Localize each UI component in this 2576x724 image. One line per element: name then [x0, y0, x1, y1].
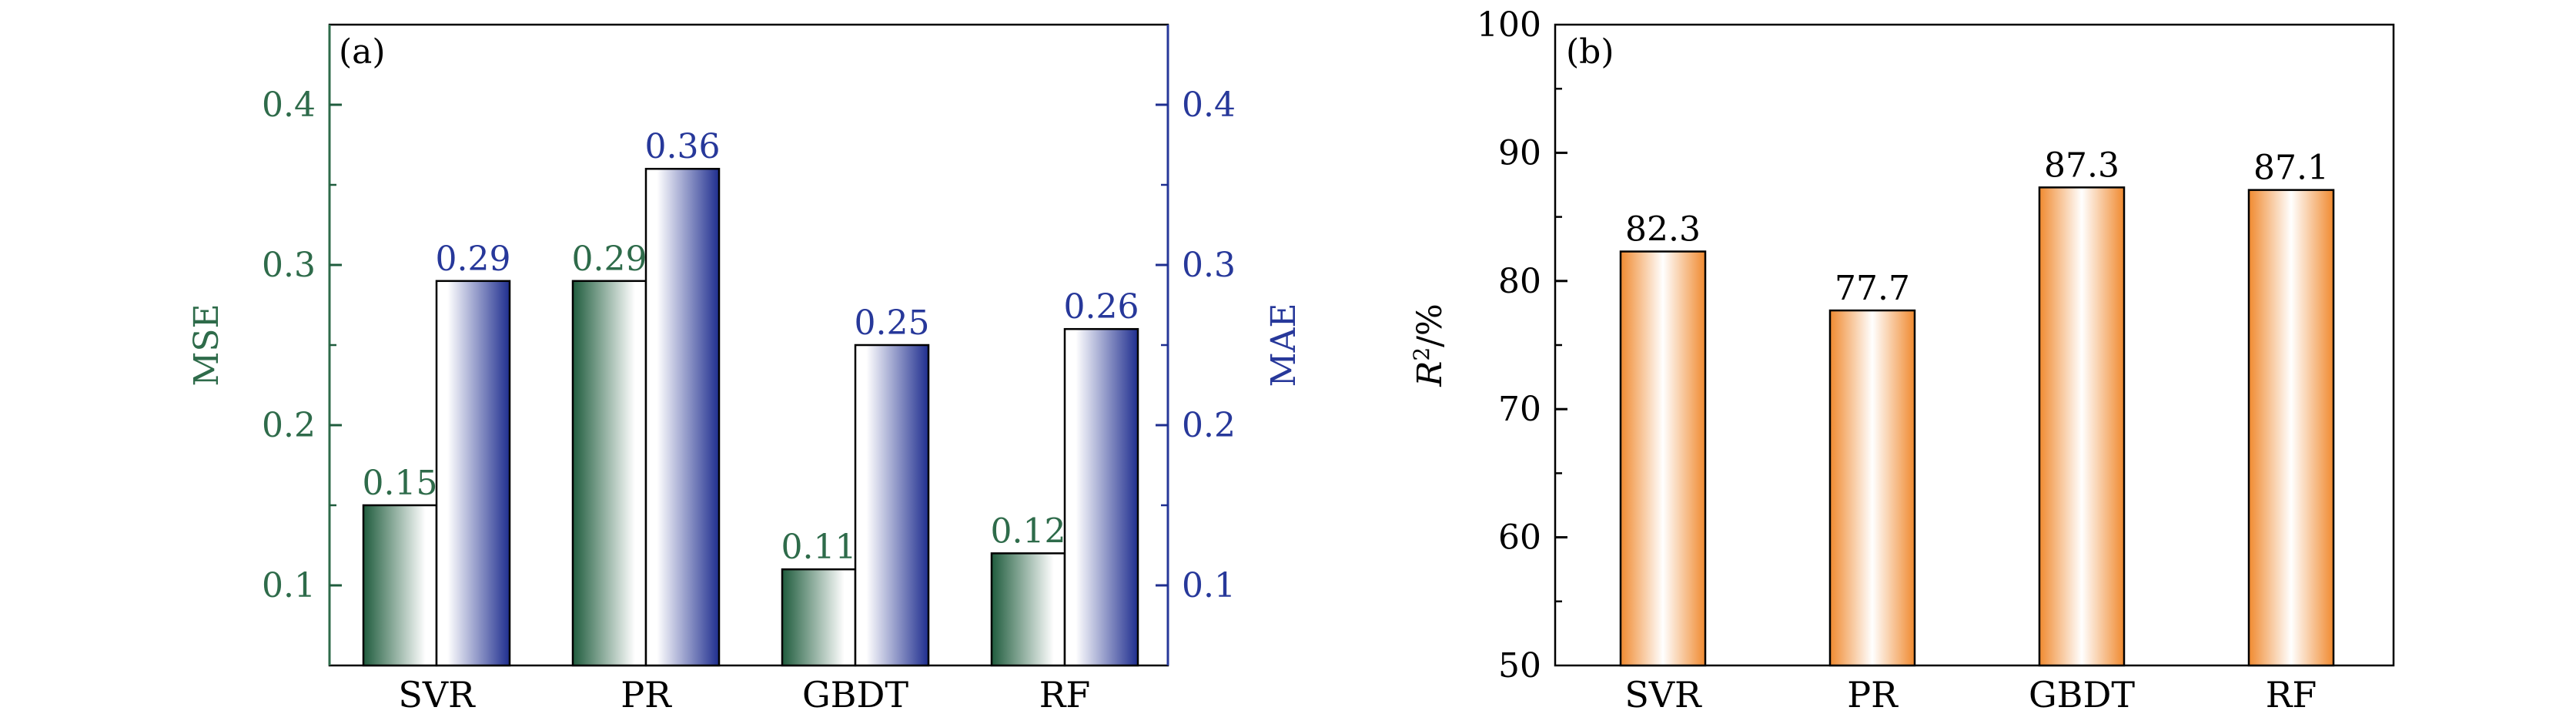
y-axis-label-r2-suffix: /% — [1410, 303, 1450, 347]
panel-a: (a) MSE MAE 0.1 0.1 0.2 0.2 0.3 0.3 0.4 0.4 0.1… — [187, 23, 1303, 716]
ticks-b: 50 60 70 80 90 100 — [1477, 5, 1567, 685]
bars-b: 82.3 77.7 87.3 87.1 — [1619, 146, 2335, 667]
y-tick-label: 90 — [1498, 133, 1541, 173]
bars-a: 0.15 0.29 0.29 0.36 0.11 0.25 0.12 0.26 — [362, 127, 1139, 667]
data-label-mae-gbdt: 0.25 — [855, 303, 930, 343]
data-label-mae-svr: 0.29 — [436, 240, 511, 279]
y-axis-label-r2-main: R — [1410, 361, 1450, 387]
right-tick-label: 0.1 — [1182, 566, 1236, 605]
y-tick-label: 80 — [1498, 262, 1541, 301]
y-tick-label: 60 — [1498, 518, 1541, 558]
data-label-mse-rf: 0.12 — [991, 511, 1066, 551]
bar-mae-svr — [435, 280, 511, 667]
data-label-r2-rf: 87.1 — [2253, 149, 2329, 188]
panel-label-a: (a) — [339, 32, 386, 72]
x-tick-label-svr: SVR — [398, 674, 476, 716]
data-label-r2-gbdt: 87.3 — [2044, 146, 2119, 185]
bar-mse-svr — [362, 504, 438, 667]
y-axis-label-mae: MAE — [1264, 303, 1303, 387]
x-tick-labels-b: SVR PR GBDT RF — [1624, 674, 2317, 716]
left-tick-label: 0.1 — [262, 566, 316, 605]
data-label-mse-pr: 0.29 — [572, 240, 647, 279]
x-tick-label-rf: RF — [1039, 674, 1091, 716]
bar-r2-svr — [1619, 250, 1707, 667]
left-tick-label: 0.2 — [262, 406, 316, 445]
y-axis-label-r2: R2/% — [1409, 303, 1450, 387]
bar-mae-rf — [1063, 327, 1139, 667]
data-label-r2-pr: 77.7 — [1835, 269, 1910, 308]
left-tick-label: 0.3 — [262, 246, 316, 285]
y-tick-label: 100 — [1477, 5, 1541, 45]
data-label-mae-pr: 0.36 — [645, 127, 721, 166]
left-tick-label: 0.4 — [262, 85, 316, 125]
x-tick-labels-a: SVR PR GBDT RF — [398, 674, 1090, 716]
bar-r2-pr — [1828, 309, 1916, 667]
y-tick-label: 50 — [1498, 646, 1541, 685]
panel-label-b: (b) — [1566, 32, 1614, 72]
y-tick-label: 70 — [1498, 390, 1541, 429]
bar-r2-gbdt — [2038, 186, 2126, 667]
bar-mse-rf — [990, 552, 1066, 667]
ticks-a: 0.1 0.1 0.2 0.2 0.3 0.3 0.4 0.4 — [262, 85, 1236, 605]
data-label-mae-rf: 0.26 — [1064, 287, 1139, 327]
x-tick-label-svr: SVR — [1624, 674, 1702, 716]
bar-r2-rf — [2247, 189, 2335, 667]
bar-mse-gbdt — [781, 568, 857, 667]
y-axis-label-r2-sup: 2 — [1409, 347, 1434, 361]
data-label-r2-svr: 82.3 — [1625, 210, 1701, 250]
x-tick-label-pr: PR — [621, 674, 672, 716]
right-tick-label: 0.4 — [1182, 85, 1236, 125]
data-label-mse-svr: 0.15 — [363, 464, 438, 503]
x-tick-label-pr: PR — [1847, 674, 1899, 716]
x-tick-label-gbdt: GBDT — [2029, 674, 2135, 716]
bar-mae-gbdt — [854, 344, 930, 667]
data-label-mse-gbdt: 0.11 — [781, 528, 857, 567]
y-axis-label-mse: MSE — [187, 303, 226, 386]
x-tick-label-gbdt: GBDT — [802, 674, 908, 716]
bar-mse-pr — [571, 280, 647, 667]
x-tick-label-rf: RF — [2266, 674, 2317, 716]
right-tick-label: 0.3 — [1182, 246, 1236, 285]
bar-mae-pr — [644, 167, 721, 667]
right-tick-label: 0.2 — [1182, 406, 1236, 445]
